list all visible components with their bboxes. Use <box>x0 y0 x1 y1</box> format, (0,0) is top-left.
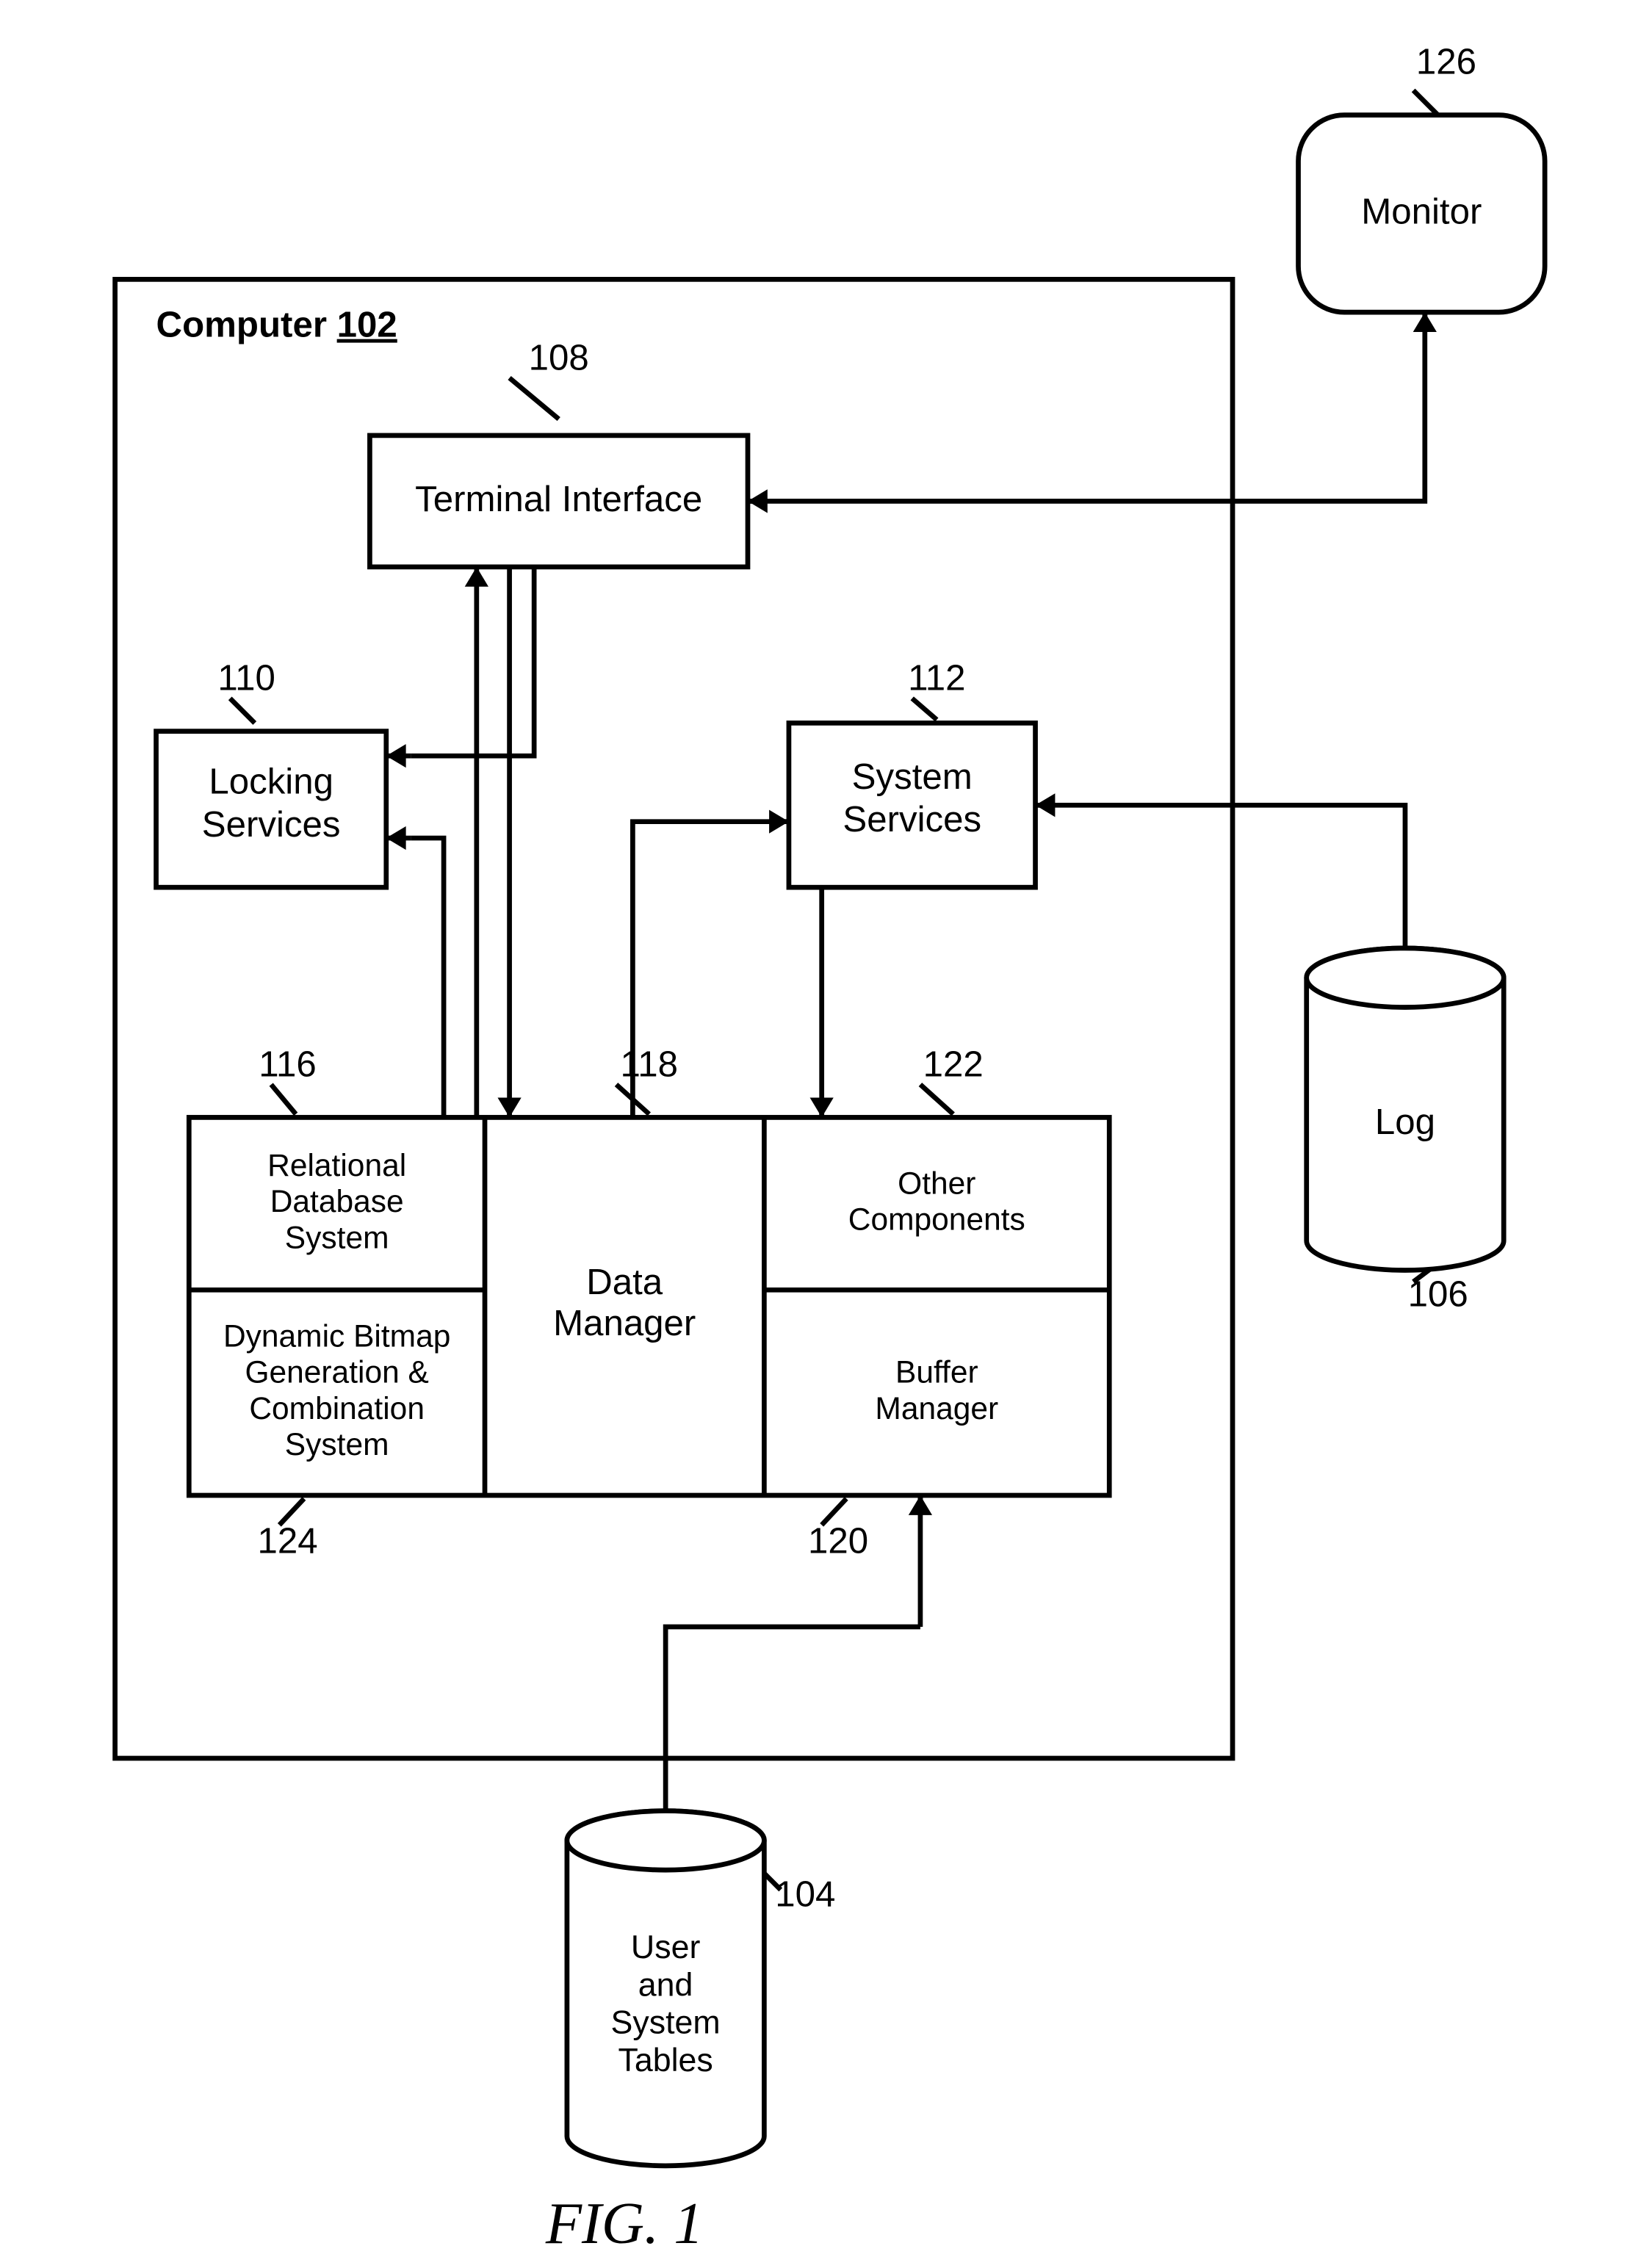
edge <box>748 312 1425 501</box>
svg-text:104: 104 <box>775 1874 835 1914</box>
svg-text:and: and <box>638 1966 693 2003</box>
edge <box>510 378 559 419</box>
svg-text:112: 112 <box>908 658 965 698</box>
svg-text:Database: Database <box>270 1185 404 1219</box>
svg-text:System: System <box>611 2004 721 2041</box>
figure-label: FIG. 1 <box>545 2191 704 2256</box>
svg-text:Relational: Relational <box>267 1149 406 1183</box>
svg-text:Terminal Interface: Terminal Interface <box>415 479 702 519</box>
svg-text:Log: Log <box>1375 1102 1435 1142</box>
svg-text:Monitor: Monitor <box>1361 191 1482 231</box>
edge <box>665 1627 920 1841</box>
svg-text:System: System <box>285 1221 389 1255</box>
svg-text:Tables: Tables <box>618 2042 713 2079</box>
svg-text:Computer 102: Computer 102 <box>156 305 397 345</box>
svg-text:118: 118 <box>621 1044 678 1084</box>
edge <box>230 698 255 723</box>
svg-text:Services: Services <box>843 799 981 839</box>
edge <box>411 567 534 756</box>
svg-text:System: System <box>852 756 973 797</box>
edge <box>1413 90 1438 115</box>
svg-text:108: 108 <box>529 337 589 378</box>
svg-text:120: 120 <box>808 1520 868 1561</box>
svg-text:System: System <box>285 1428 389 1462</box>
svg-text:Data: Data <box>586 1262 663 1302</box>
svg-text:Components: Components <box>848 1203 1025 1238</box>
svg-text:Other: Other <box>898 1166 975 1201</box>
edge <box>920 1085 953 1114</box>
svg-text:116: 116 <box>259 1044 316 1084</box>
svg-text:124: 124 <box>257 1520 317 1561</box>
svg-text:Manager: Manager <box>553 1303 696 1343</box>
svg-text:Manager: Manager <box>875 1392 998 1426</box>
svg-text:122: 122 <box>923 1044 984 1084</box>
svg-text:106: 106 <box>1408 1274 1468 1315</box>
architecture-diagram: Computer 102 Monitor Terminal Interface Loc… <box>0 0 1627 2268</box>
svg-text:110: 110 <box>217 658 275 698</box>
svg-text:User: User <box>631 1929 701 1965</box>
edge <box>271 1085 296 1114</box>
svg-text:Combination: Combination <box>249 1392 425 1426</box>
svg-text:Services: Services <box>202 804 341 845</box>
svg-text:Generation &: Generation & <box>245 1356 428 1390</box>
svg-text:126: 126 <box>1416 42 1476 82</box>
edge <box>912 698 937 720</box>
edge <box>411 838 444 1117</box>
svg-text:Locking: Locking <box>209 762 333 802</box>
svg-text:Dynamic Bitmap: Dynamic Bitmap <box>223 1320 450 1354</box>
svg-text:Buffer: Buffer <box>895 1356 978 1390</box>
